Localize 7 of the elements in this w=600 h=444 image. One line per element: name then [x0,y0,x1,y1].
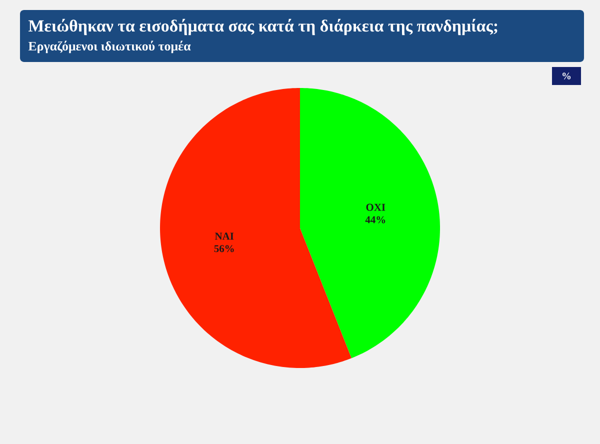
chart-title: Μειώθηκαν τα εισοδήματα σας κατά τη διάρκεια της πανδημίας; [28,18,498,36]
text: % [562,72,571,80]
data-label: 56% [214,245,234,252]
slice-label: ΝΑΙ [214,232,234,240]
chart-subtitle: Εργαζόμενοι ιδιωτικού τομέα [28,40,191,54]
data-label: 44% [365,216,386,224]
slice-label: ΟΧΙ [366,204,386,211]
